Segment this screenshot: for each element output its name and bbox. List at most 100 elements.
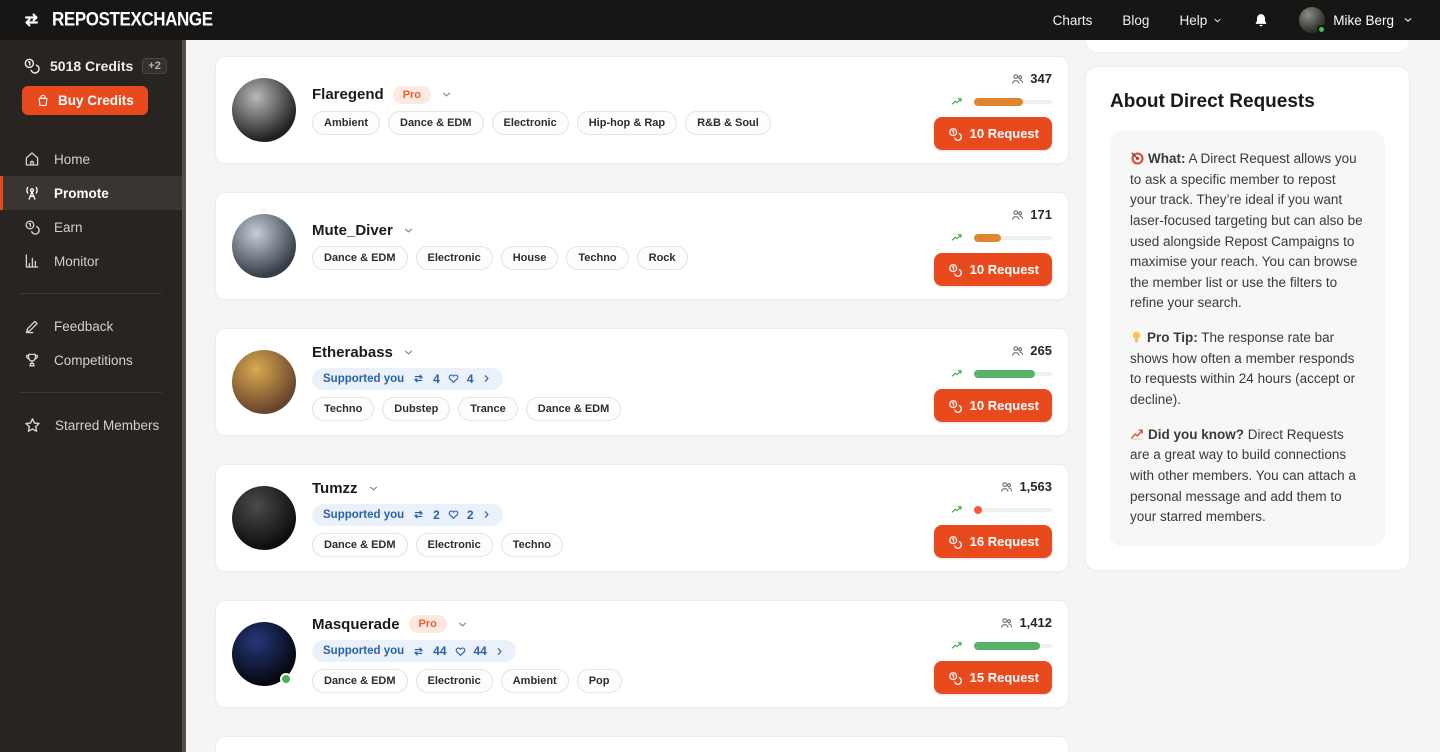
request-button[interactable]: 10 Request <box>933 253 1052 286</box>
online-status-dot <box>1317 25 1327 34</box>
main-scrollbar[interactable] <box>182 40 186 752</box>
logo[interactable]: REPOSTEXCHANGE <box>18 8 213 31</box>
right-column: About Direct Requests What: A Direct Req… <box>1085 40 1410 752</box>
logo-text: REPOSTEXCHANGE <box>52 8 213 31</box>
supported-you-pill[interactable]: Supported you 4 4 <box>312 367 503 390</box>
chevron-down-icon <box>1214 18 1221 22</box>
about-direct-requests-panel: About Direct Requests What: A Direct Req… <box>1085 66 1410 571</box>
previous-panel-partial <box>1085 40 1410 53</box>
member-avatar[interactable] <box>232 214 296 278</box>
genre-tag: House <box>500 246 559 270</box>
repost-arrows-icon <box>18 10 45 30</box>
sidebar-divider <box>20 293 162 294</box>
followers-count: 265 <box>1010 343 1052 358</box>
supported-you-pill[interactable]: Supported you 2 2 <box>312 503 503 526</box>
trend-up-icon <box>950 367 965 380</box>
genre-tag: Ambient <box>312 110 380 135</box>
people-icon <box>1010 344 1025 358</box>
chevron-down-icon[interactable] <box>367 482 380 495</box>
genre-tag: Dance & EDM <box>525 396 622 421</box>
request-button[interactable]: 15 Request <box>933 661 1052 694</box>
heart-icon <box>447 508 460 521</box>
user-menu[interactable]: Mike Berg <box>1299 7 1414 34</box>
trend-up-icon <box>950 639 965 652</box>
genre-tag: Dance & EDM <box>388 110 484 135</box>
member-name[interactable]: Etherabass <box>312 343 393 361</box>
sidebar-menu: Home Promote Earn Monitor Feedback Compe… <box>0 142 182 442</box>
repost-count: 2 <box>433 507 440 522</box>
sidebar-item-earn[interactable]: Earn <box>0 210 182 244</box>
genre-tag: Dance & EDM <box>312 532 408 557</box>
repost-count: 44 <box>433 644 447 658</box>
chevron-down-icon[interactable] <box>440 88 453 101</box>
member-avatar[interactable] <box>232 78 296 142</box>
sidebar-item-competitions[interactable]: Competitions <box>0 343 182 377</box>
like-count: 44 <box>473 644 487 658</box>
member-avatar[interactable] <box>232 350 296 414</box>
response-rate-fill <box>974 641 1041 650</box>
nav-link-help[interactable]: Help <box>1179 13 1223 28</box>
member-avatar[interactable] <box>232 486 296 550</box>
request-button-label: 15 Request <box>969 670 1039 685</box>
member-name[interactable]: Flaregend <box>312 86 384 103</box>
chevron-down-icon[interactable] <box>456 618 469 631</box>
response-rate-bar <box>950 503 1052 516</box>
member-name[interactable]: Mute_Diver <box>312 222 393 239</box>
pro-badge: Pro <box>408 615 447 633</box>
response-rate-track <box>974 369 1052 378</box>
member-name[interactable]: Tumzz <box>312 479 358 497</box>
buy-credits-button[interactable]: Buy Credits <box>22 86 148 115</box>
request-button[interactable]: 16 Request <box>933 525 1052 558</box>
sidebar-item-home[interactable]: Home <box>0 142 182 176</box>
like-count: 2 <box>466 507 474 522</box>
repost-icon <box>411 508 426 521</box>
response-rate-fill <box>974 233 1002 242</box>
sidebar-item-label: Earn <box>54 219 83 235</box>
member-name[interactable]: Masquerade <box>312 615 400 633</box>
people-icon <box>1010 208 1025 222</box>
sidebar: 5018 Credits +2 Buy Credits Home Promote… <box>0 40 182 752</box>
online-status-dot <box>280 673 292 685</box>
credits-amount: 5018 Credits <box>50 57 134 74</box>
genre-tags: Dance & EDM Electronic House Techno Rock <box>312 246 688 270</box>
coins-icon <box>947 398 963 414</box>
sidebar-item-feedback[interactable]: Feedback <box>0 309 182 343</box>
bell-icon[interactable] <box>1253 12 1269 29</box>
sidebar-item-monitor[interactable]: Monitor <box>0 244 182 278</box>
request-button[interactable]: 10 Request <box>933 117 1052 150</box>
request-button[interactable]: 10 Request <box>933 389 1052 422</box>
sidebar-item-promote[interactable]: Promote <box>0 176 182 210</box>
chevron-right-icon <box>481 509 492 520</box>
people-icon <box>999 480 1014 494</box>
genre-tag: Rock <box>636 246 688 270</box>
chart-up-icon <box>1130 427 1144 441</box>
trend-up-icon <box>950 231 965 244</box>
member-avatar[interactable] <box>232 622 296 686</box>
nav-link-label: Charts <box>1052 12 1093 28</box>
followers-count: 1,563 <box>999 479 1052 494</box>
sidebar-item-label: Starred Members <box>55 417 160 433</box>
next-member-card-partial <box>215 736 1069 752</box>
coins-icon <box>23 218 41 236</box>
response-rate-fill <box>974 505 982 514</box>
chevron-down-icon[interactable] <box>402 346 415 359</box>
genre-tags: Dance & EDM Electronic Ambient Pop <box>312 669 622 693</box>
supported-you-pill[interactable]: Supported you 44 44 <box>312 640 516 662</box>
sidebar-item-label: Home <box>54 151 91 167</box>
nav-link-charts[interactable]: Charts <box>1053 13 1093 28</box>
credits-delta-badge: +2 <box>142 57 167 74</box>
sidebar-item-starred-members[interactable]: Starred Members <box>0 408 182 442</box>
pro-badge: Pro <box>392 85 432 104</box>
response-rate-fill <box>974 369 1035 378</box>
trophy-icon <box>23 351 41 369</box>
nav-link-blog[interactable]: Blog <box>1122 13 1149 28</box>
supported-you-label: Supported you <box>323 645 405 657</box>
nav-link-label: Help <box>1179 12 1208 28</box>
genre-tag: R&B & Soul <box>685 110 771 135</box>
followers-count: 171 <box>1010 207 1052 222</box>
like-count: 4 <box>466 371 474 386</box>
chevron-down-icon[interactable] <box>402 224 415 237</box>
panel-title: About Direct Requests <box>1110 91 1315 112</box>
member-list-area: Flaregend Pro Ambient Dance & EDM Electron… <box>186 40 1069 752</box>
response-rate-bar <box>950 367 1052 380</box>
